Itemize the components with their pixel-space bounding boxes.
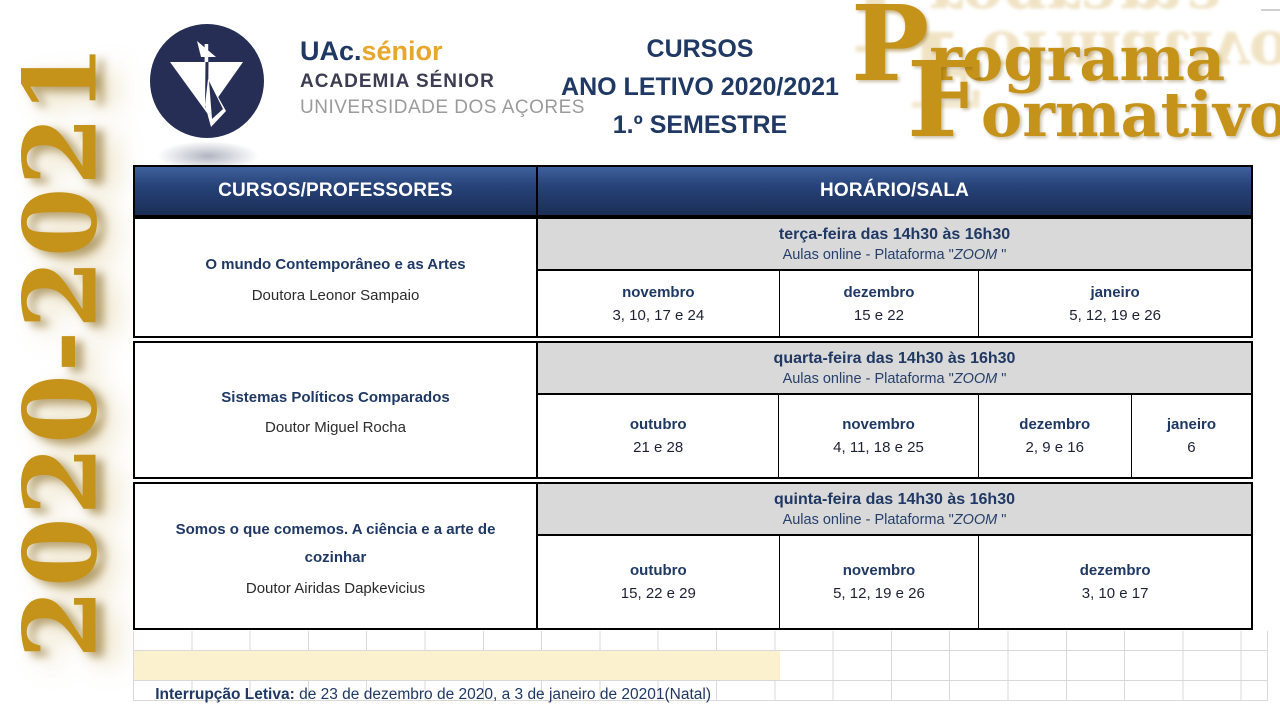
month-dates: 2, 9 e 16 — [1025, 439, 1084, 456]
month-cell: novembro 4, 11, 18 e 25 — [779, 395, 979, 477]
gridline — [1261, 9, 1280, 11]
wordart-programa: Programa — [851, 0, 1226, 105]
month-cell: novembro 3, 10, 17 e 24 — [538, 271, 780, 336]
month-cell: dezembro 2, 9 e 16 — [979, 395, 1132, 477]
course-row-2: Sistemas Políticos Comparados Doutor Mig… — [133, 341, 1253, 479]
course-title: O mundo Contemporâneo e as Artes — [205, 256, 466, 274]
title-cursos: CURSOS — [646, 35, 754, 63]
month-dates: 5, 12, 19 e 26 — [1069, 306, 1161, 324]
month-dates: 3, 10 e 17 — [1081, 585, 1149, 602]
platform-line: Aulas online - Plataforma "ZOOM " — [782, 246, 1007, 263]
brand-text: UAc.sénior ACADEMIA SÉNIOR UNIVERSIDADE … — [300, 36, 585, 119]
course-row-1: O mundo Contemporâneo e as Artes Doutora… — [133, 217, 1253, 338]
course-cell: Somos o que comemos. A ciência e a arte … — [135, 484, 538, 628]
schedule-band: quinta-feira das 14h30 às 16h30 Aulas on… — [538, 484, 1251, 536]
title-ano-letivo: ANO LETIVO 2020/2021 — [561, 73, 839, 101]
schedule-band: quarta-feira das 14h30 às 16h30 Aulas on… — [538, 343, 1251, 395]
schedule-time: quarta-feira das 14h30 às 16h30 — [773, 349, 1016, 367]
interruption-text: de 23 de dezembro de 2020, a 3 de janeir… — [294, 686, 711, 703]
schedule-time: terça-feira das 14h30 às 16h30 — [778, 225, 1011, 243]
schedule-cell: quinta-feira das 14h30 às 16h30 Aulas on… — [538, 484, 1251, 628]
professor-name: Doutora Leonor Sampaio — [251, 286, 420, 304]
course-cell: O mundo Contemporâneo e as Artes Doutora… — [135, 219, 538, 336]
month-dates: 21 e 28 — [633, 439, 684, 456]
course-row-3: Somos o que comemos. A ciência e a arte … — [133, 482, 1253, 630]
month-dates: 15 e 22 — [853, 306, 904, 324]
month-dates: 4, 11, 18 e 25 — [833, 439, 924, 456]
month-name: outubro — [630, 562, 687, 579]
month-name: janeiro — [1090, 283, 1140, 301]
month-name: dezembro — [843, 283, 915, 301]
course-title: Sistemas Políticos Comparados — [221, 388, 450, 406]
month-name: novembro — [842, 416, 915, 433]
month-dates: 5, 12, 19 e 26 — [833, 585, 925, 602]
month-cell: dezembro 3, 10 e 17 — [979, 536, 1251, 628]
brand-academia-senior: ACADEMIA SÉNIOR — [300, 71, 495, 92]
brand-name: UAc.sénior — [300, 36, 585, 67]
schedule-table: CURSOS/PROFESSORES HORÁRIO/SALA O mundo … — [133, 165, 1253, 630]
month-columns: novembro 3, 10, 17 e 24 dezembro 15 e 22… — [538, 271, 1251, 336]
table-header-row: CURSOS/PROFESSORES HORÁRIO/SALA — [133, 165, 1253, 217]
month-cell: novembro 5, 12, 19 e 26 — [780, 536, 980, 628]
schedule-time: quinta-feira das 14h30 às 16h30 — [774, 490, 1015, 508]
month-columns: outubro 21 e 28 novembro 4, 11, 18 e 25 … — [538, 395, 1251, 477]
year-watermark: 2020-2021 — [1, 42, 120, 659]
table-header-schedule: HORÁRIO/SALA — [538, 167, 1251, 215]
course-title: Somos o que comemos. A ciência e a arte … — [175, 520, 496, 567]
platform-name: ZOOM — [953, 370, 998, 387]
interruption-note: Interrupção Letiva: de 23 de dezembro de… — [134, 651, 780, 703]
brand-name-suffix: sénior — [361, 36, 443, 66]
month-dates: 15, 22 e 29 — [620, 585, 696, 602]
platform-line: Aulas online - Plataforma "ZOOM " — [782, 511, 1007, 528]
month-name: janeiro — [1166, 416, 1217, 433]
month-name: novembro — [622, 283, 695, 301]
professor-name: Doutor Miguel Rocha — [265, 419, 406, 437]
origami-bird-icon — [150, 24, 264, 138]
wordart-fade — [845, 90, 1270, 170]
month-name: novembro — [842, 562, 916, 579]
page-title: CURSOS ANO LETIVO 2020/2021 1.º SEMESTRE — [520, 30, 880, 144]
gridline — [133, 650, 1268, 651]
schedule-cell: terça-feira das 14h30 às 16h30 Aulas onl… — [538, 219, 1251, 336]
professor-name: Doutor Airidas Dapkevicius — [245, 579, 426, 597]
platform-name: ZOOM — [953, 511, 998, 528]
month-name: dezembro — [1019, 416, 1091, 433]
interruption-label: Interrupção Letiva: — [155, 686, 295, 703]
brand-name-prefix: UAc. — [300, 36, 362, 66]
month-name: outubro — [629, 416, 687, 433]
month-name: dezembro — [1079, 562, 1151, 579]
uac-senior-logo — [147, 21, 267, 141]
platform-line: Aulas online - Plataforma "ZOOM " — [782, 370, 1007, 387]
month-dates: 6 — [1187, 439, 1196, 456]
wordart-programa-formativo: Programa Formativo Programa Formativo — [845, 0, 1280, 170]
schedule-band: terça-feira das 14h30 às 16h30 Aulas onl… — [538, 219, 1251, 271]
month-cell: outubro 15, 22 e 29 — [538, 536, 780, 628]
month-columns: outubro 15, 22 e 29 novembro 5, 12, 19 e… — [538, 536, 1251, 628]
gridline — [133, 680, 1268, 681]
month-cell: janeiro 6 — [1132, 395, 1251, 477]
month-dates: 3, 10, 17 e 24 — [612, 306, 705, 324]
brand-universidade-acores: UNIVERSIDADE DOS AÇORES — [300, 97, 585, 118]
table-header-courses: CURSOS/PROFESSORES — [135, 167, 538, 215]
month-cell: dezembro 15 e 22 — [780, 271, 980, 336]
gridline — [1267, 631, 1268, 701]
platform-name: ZOOM — [953, 246, 998, 263]
wordart-formativo: Formativo — [907, 38, 1280, 161]
course-cell: Sistemas Políticos Comparados Doutor Mig… — [135, 343, 538, 477]
schedule-cell: quarta-feira das 14h30 às 16h30 Aulas on… — [538, 343, 1251, 477]
month-cell: outubro 21 e 28 — [538, 395, 780, 477]
gridline — [133, 700, 1268, 701]
title-semestre: 1.º SEMESTRE — [612, 111, 788, 139]
month-cell: janeiro 5, 12, 19 e 26 — [979, 271, 1251, 336]
